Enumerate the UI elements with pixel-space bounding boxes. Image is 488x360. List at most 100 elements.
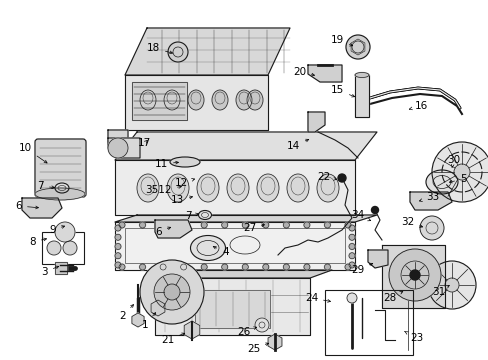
Polygon shape bbox=[155, 270, 331, 278]
Ellipse shape bbox=[257, 174, 279, 202]
Polygon shape bbox=[115, 215, 376, 222]
Ellipse shape bbox=[226, 174, 248, 202]
Text: 6: 6 bbox=[155, 227, 170, 237]
Circle shape bbox=[348, 262, 354, 268]
Circle shape bbox=[303, 264, 309, 270]
Circle shape bbox=[348, 243, 354, 249]
Polygon shape bbox=[367, 250, 387, 268]
Polygon shape bbox=[381, 245, 444, 308]
Text: 7: 7 bbox=[37, 181, 54, 191]
Ellipse shape bbox=[354, 72, 368, 77]
Circle shape bbox=[115, 234, 121, 240]
Bar bbox=[132, 82, 186, 120]
Circle shape bbox=[348, 225, 354, 231]
Circle shape bbox=[55, 222, 75, 242]
Text: 11: 11 bbox=[154, 159, 178, 169]
Polygon shape bbox=[307, 112, 325, 132]
Text: 12: 12 bbox=[174, 178, 194, 188]
Text: 2: 2 bbox=[119, 305, 133, 321]
Bar bbox=[132, 82, 186, 120]
Circle shape bbox=[140, 260, 203, 324]
Circle shape bbox=[63, 241, 77, 255]
Text: 14: 14 bbox=[286, 139, 308, 151]
Circle shape bbox=[348, 234, 354, 240]
Ellipse shape bbox=[212, 90, 227, 110]
Text: 34: 34 bbox=[350, 210, 370, 221]
Circle shape bbox=[201, 264, 207, 270]
Polygon shape bbox=[108, 130, 128, 155]
Bar bbox=[195, 290, 269, 328]
Ellipse shape bbox=[170, 157, 200, 167]
Text: 15: 15 bbox=[330, 85, 354, 97]
Ellipse shape bbox=[236, 90, 251, 110]
Bar bbox=[354, 75, 368, 117]
Circle shape bbox=[431, 142, 488, 202]
Circle shape bbox=[221, 264, 227, 270]
Ellipse shape bbox=[246, 90, 263, 110]
Text: 18: 18 bbox=[146, 43, 172, 54]
Text: 7: 7 bbox=[185, 211, 198, 221]
Text: 20: 20 bbox=[292, 67, 314, 77]
Polygon shape bbox=[108, 138, 140, 158]
Text: 13: 13 bbox=[170, 195, 192, 205]
Circle shape bbox=[115, 262, 121, 268]
Polygon shape bbox=[115, 160, 354, 215]
Circle shape bbox=[154, 274, 190, 310]
Text: 30: 30 bbox=[446, 155, 459, 168]
Circle shape bbox=[163, 284, 180, 300]
Circle shape bbox=[345, 222, 350, 228]
Text: 4: 4 bbox=[213, 246, 228, 257]
Circle shape bbox=[283, 222, 289, 228]
Circle shape bbox=[348, 253, 354, 259]
Circle shape bbox=[47, 241, 61, 255]
Circle shape bbox=[242, 264, 248, 270]
Text: 17: 17 bbox=[138, 138, 151, 148]
Bar bbox=[55, 262, 67, 274]
Circle shape bbox=[371, 207, 378, 213]
Circle shape bbox=[345, 264, 350, 270]
Circle shape bbox=[324, 264, 330, 270]
Ellipse shape bbox=[316, 174, 338, 202]
Text: 23: 23 bbox=[404, 332, 423, 343]
Bar bbox=[42, 232, 84, 264]
Text: 24: 24 bbox=[304, 293, 330, 303]
Circle shape bbox=[453, 164, 469, 180]
Circle shape bbox=[201, 222, 207, 228]
Text: 33: 33 bbox=[419, 192, 438, 202]
Text: 1: 1 bbox=[141, 312, 155, 330]
Text: 26: 26 bbox=[236, 327, 256, 337]
Polygon shape bbox=[115, 222, 354, 270]
Bar bbox=[325, 290, 412, 355]
Bar bbox=[195, 290, 269, 328]
Circle shape bbox=[115, 253, 121, 259]
Text: 3512: 3512 bbox=[145, 185, 181, 195]
Text: 28: 28 bbox=[382, 292, 402, 303]
Bar bbox=[125, 228, 345, 263]
Text: 5: 5 bbox=[448, 174, 466, 184]
Circle shape bbox=[115, 225, 121, 231]
Polygon shape bbox=[155, 220, 192, 238]
Text: 10: 10 bbox=[19, 143, 47, 163]
Circle shape bbox=[419, 216, 443, 240]
Text: 29: 29 bbox=[350, 263, 372, 275]
Circle shape bbox=[168, 42, 187, 62]
Text: 25: 25 bbox=[246, 343, 268, 354]
Circle shape bbox=[444, 278, 458, 292]
Circle shape bbox=[346, 293, 356, 303]
Text: 9: 9 bbox=[49, 225, 64, 235]
Circle shape bbox=[221, 222, 227, 228]
Circle shape bbox=[180, 264, 186, 270]
FancyBboxPatch shape bbox=[35, 139, 86, 197]
Ellipse shape bbox=[55, 183, 69, 193]
Ellipse shape bbox=[197, 174, 219, 202]
Circle shape bbox=[303, 222, 309, 228]
Circle shape bbox=[108, 138, 128, 158]
Text: 22: 22 bbox=[316, 172, 336, 182]
Ellipse shape bbox=[190, 235, 225, 261]
Circle shape bbox=[388, 249, 440, 301]
Circle shape bbox=[324, 222, 330, 228]
Ellipse shape bbox=[140, 90, 156, 110]
Text: 8: 8 bbox=[29, 237, 46, 247]
Polygon shape bbox=[125, 28, 289, 75]
Text: 16: 16 bbox=[408, 101, 427, 111]
